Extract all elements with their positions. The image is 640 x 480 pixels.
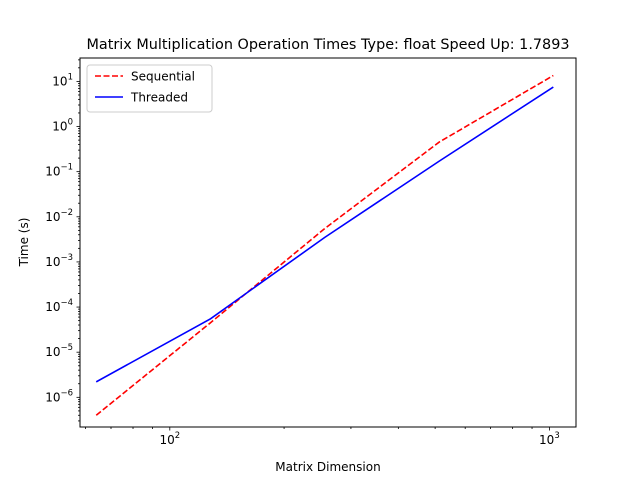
y-tick-label: 100 <box>52 118 73 134</box>
y-tick-label: 10−4 <box>45 298 73 314</box>
legend-label-threaded: Threaded <box>130 91 188 105</box>
y-tick-base: 10 <box>45 300 60 314</box>
y-tick-exponent: 0 <box>68 118 73 128</box>
x-tick-label: 103 <box>539 431 560 447</box>
y-tick-exponent: −6 <box>60 388 73 398</box>
y-tick-exponent: 1 <box>68 72 73 82</box>
y-axis-label: Time (s) <box>17 218 31 268</box>
x-tick-exponent: 3 <box>554 431 559 441</box>
y-tick-base: 10 <box>45 345 60 359</box>
y-tick-label: 101 <box>52 72 73 88</box>
y-tick-exponent: −3 <box>60 253 73 263</box>
y-tick-base: 10 <box>52 74 67 88</box>
y-tick-exponent: −1 <box>60 163 73 173</box>
series-lines <box>95 74 554 416</box>
y-tick-label: 10−5 <box>45 343 73 359</box>
x-tick-exponent: 2 <box>175 431 180 441</box>
y-tick-label: 10−1 <box>45 163 73 179</box>
y-tick-base: 10 <box>45 390 60 404</box>
y-tick-label: 10−2 <box>45 208 73 224</box>
x-tick-label: 102 <box>159 431 180 447</box>
legend: Sequential Threaded <box>86 64 213 113</box>
plot-frame <box>79 57 577 428</box>
y-tick-base: 10 <box>52 120 67 134</box>
series-line-sequential <box>95 74 554 416</box>
y-tick-exponent: −4 <box>60 298 73 308</box>
chart-title: Matrix Multiplication Operation Times Ty… <box>86 37 569 53</box>
x-tick-base: 10 <box>159 433 174 447</box>
x-tick-base: 10 <box>539 433 554 447</box>
y-tick-base: 10 <box>45 165 60 179</box>
y-tick-base: 10 <box>45 255 60 269</box>
series-line-threaded <box>95 86 554 383</box>
y-tick-label: 10−3 <box>45 253 73 269</box>
y-tick-exponent: −2 <box>60 208 73 218</box>
y-tick-exponent: −5 <box>60 343 73 353</box>
x-axis-ticks: 102 103 <box>85 427 560 447</box>
legend-label-sequential: Sequential <box>131 70 195 84</box>
y-tick-label: 10−6 <box>45 388 73 404</box>
x-axis-label: Matrix Dimension <box>275 460 380 474</box>
y-tick-base: 10 <box>45 210 60 224</box>
legend-box <box>86 64 213 113</box>
